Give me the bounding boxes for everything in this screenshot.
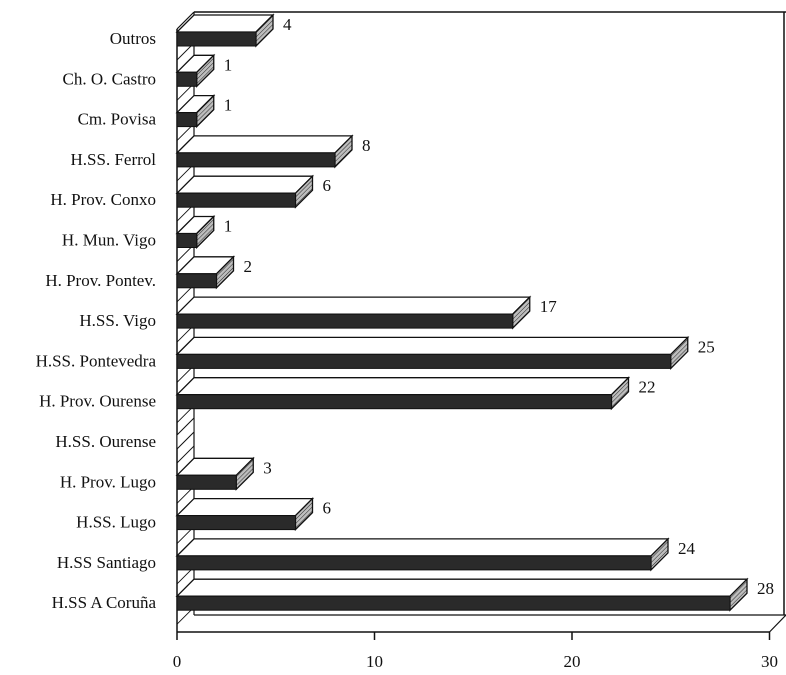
bars-group (175, 13, 749, 612)
left-wall-divider (176, 445, 195, 464)
bar (176, 152, 336, 168)
data-label: 1 (224, 217, 233, 236)
bar (176, 474, 237, 490)
data-label: 8 (362, 136, 371, 155)
category-label: H. Prov. Ourense (39, 392, 156, 411)
data-label: 6 (323, 499, 332, 518)
category-label: H.SS. Ourense (55, 432, 156, 451)
bar-top-face (175, 497, 315, 517)
bar (176, 313, 514, 329)
bar (176, 394, 612, 410)
data-label: 1 (224, 96, 233, 115)
bar-top-face (175, 578, 749, 597)
floor-right-edge (769, 614, 786, 633)
category-label: H.SS. Lugo (76, 513, 156, 532)
category-label: H. Mun. Vigo (62, 231, 156, 250)
category-label: Ch. O. Castro (63, 69, 157, 88)
category-label: H.SS. Pontevedra (36, 351, 157, 370)
bar-top-face (175, 175, 315, 194)
category-label: Cm. Povisa (78, 110, 157, 129)
data-label: 22 (639, 378, 656, 397)
category-label: H. Prov. Lugo (60, 472, 156, 491)
x-tick-label: 30 (761, 652, 778, 671)
bar-top-face (175, 336, 690, 356)
data-label: 4 (283, 15, 292, 34)
bar-top-face (175, 296, 532, 315)
bar (176, 112, 198, 128)
category-label: H. Prov. Conxo (50, 190, 156, 209)
data-label: 1 (224, 55, 233, 74)
category-label: H.SS Santiago (57, 553, 156, 572)
bar-top-face (175, 377, 631, 396)
data-label: 24 (678, 539, 696, 558)
left-wall-top-edge (176, 11, 195, 30)
data-label: 17 (540, 297, 558, 316)
bar (176, 192, 296, 208)
x-tick-label: 0 (173, 652, 182, 671)
bar (176, 353, 672, 369)
bar-top-face (175, 538, 670, 557)
x-tick-label: 10 (366, 652, 383, 671)
bar (176, 71, 198, 87)
category-label: H. Prov. Pontev. (45, 271, 156, 290)
data-label: 28 (757, 579, 774, 598)
bar-zero-outline (176, 416, 195, 451)
data-label: 2 (244, 257, 253, 276)
x-tick-label: 20 (564, 652, 581, 671)
category-label: Outros (110, 29, 156, 48)
bar (176, 555, 652, 571)
category-label: H.SS. Ferrol (71, 150, 157, 169)
bar (176, 595, 731, 611)
bar (176, 515, 296, 531)
category-label: H.SS A Coruña (52, 593, 157, 612)
data-label: 25 (698, 337, 715, 356)
bar (176, 273, 217, 289)
bar (176, 31, 257, 47)
data-label: 6 (323, 176, 332, 195)
data-label: 3 (263, 458, 272, 477)
bar (176, 233, 198, 248)
category-label: H.SS. Vigo (79, 311, 156, 330)
bar-top-face (175, 135, 354, 154)
